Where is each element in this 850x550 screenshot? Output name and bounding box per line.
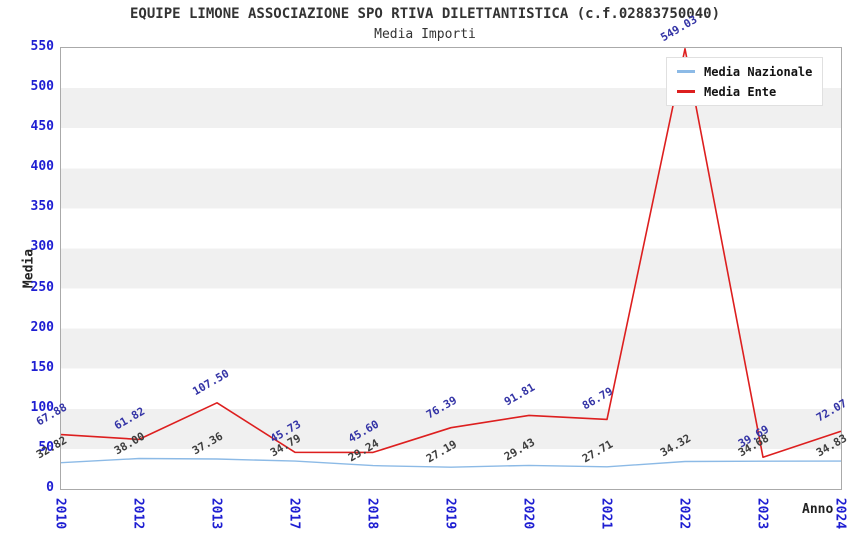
x-axis-title: Anno: [802, 502, 834, 517]
legend: Media Nazionale Media Ente: [666, 57, 824, 106]
y-tick-label: 450: [30, 119, 54, 135]
legend-line-icon: [677, 90, 695, 93]
chart-subtitle: Media Importi: [374, 27, 476, 42]
y-tick-label: 500: [30, 79, 54, 95]
y-tick-label: 50: [38, 439, 54, 455]
plot-area: 32.82 38.00 37.36 34.79 29.24 27.19 29.43 27.71…: [34, 13, 849, 490]
y-tick-label: 150: [30, 359, 54, 375]
y-tick-label: 300: [30, 239, 54, 255]
y-tick-label: 350: [30, 199, 54, 215]
series-line-media-ente: [60, 48, 842, 459]
x-tick-label: 2017: [286, 497, 302, 530]
y-tick-label: 550: [30, 39, 54, 54]
y-tick-label: 100: [30, 399, 54, 415]
x-tick-label: 2022: [676, 497, 692, 530]
legend-label: Media Ente: [704, 84, 777, 99]
chart-title: EQUIPE LIMONE ASSOCIAZIONE SPO RTIVA DIL…: [129, 6, 720, 22]
x-tick-label: 2012: [130, 497, 146, 530]
series-line-media-nazionale: [60, 457, 842, 468]
x-tick-label: 2019: [442, 497, 458, 530]
x-tick-label: 2023: [754, 497, 770, 530]
legend-label: Media Nazionale: [704, 64, 813, 79]
x-tick-label: 2010: [52, 497, 68, 530]
y-tick-label: 0: [46, 480, 54, 495]
x-tick-label: 2020: [520, 497, 536, 530]
y-tick-label: 200: [30, 319, 54, 335]
x-tick-label: 2021: [598, 497, 614, 530]
legend-item-media-ente: Media Ente: [677, 84, 812, 99]
series-lines: [60, 48, 842, 468]
y-tick-label: 250: [30, 279, 54, 295]
legend-line-icon: [677, 70, 695, 73]
x-tick-label: 2018: [364, 497, 380, 530]
x-tick-label: 2013: [208, 497, 224, 530]
y-tick-label: 400: [30, 159, 54, 175]
legend-item-media-nazionale: Media Nazionale: [677, 64, 812, 79]
x-tick-label: 2024: [832, 497, 848, 530]
